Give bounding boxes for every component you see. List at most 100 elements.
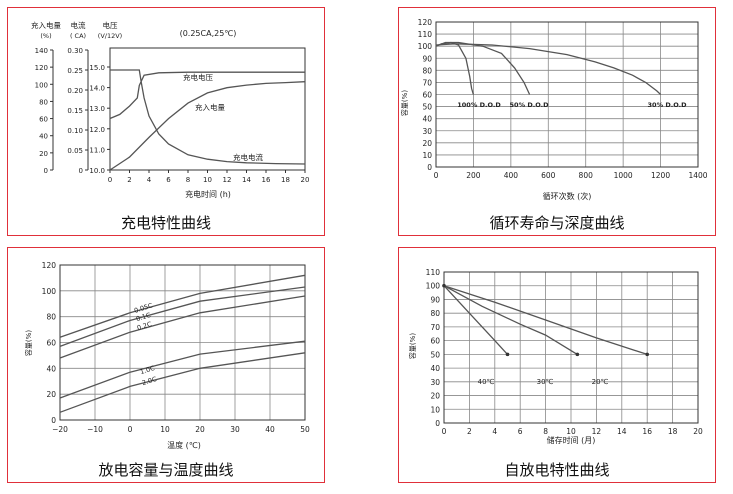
x-tick-label: 2 bbox=[467, 427, 472, 436]
series-endpoint-0 bbox=[505, 352, 510, 357]
current-tick-label: 0 bbox=[79, 167, 83, 175]
plot-frame bbox=[435, 21, 699, 168]
series-endpoint-1 bbox=[575, 352, 580, 357]
x-tick-label: 1200 bbox=[651, 171, 670, 180]
series-line-0 bbox=[443, 285, 508, 355]
self-discharge-chart: 0 2 4 6 8 10 12 14 16 18 20 0 10 20 30 40 50 60 70 80 90 100 1… bbox=[408, 268, 703, 445]
capacity-axis-title: 充入电量 bbox=[31, 20, 61, 30]
plot-frame bbox=[59, 264, 306, 421]
x-axis-title: 储存时间 (月) bbox=[547, 435, 596, 445]
y-tick-label: 30 bbox=[422, 127, 432, 136]
y-tick-label: 30 bbox=[430, 378, 440, 387]
current-tick-label: 0.10 bbox=[67, 127, 83, 135]
x-tick-label: −20 bbox=[52, 425, 68, 434]
capacity-tick-label: 140 bbox=[35, 47, 48, 55]
series-line-current bbox=[110, 69, 306, 165]
y-tick-label: 90 bbox=[422, 54, 432, 63]
y-tick-label: 100 bbox=[418, 42, 433, 51]
voltage-tick-label: 15.0 bbox=[89, 64, 105, 72]
voltage-axis-title: 电压 bbox=[103, 20, 118, 30]
capacity-tick-label: 100 bbox=[35, 81, 48, 89]
series-line-4 bbox=[59, 352, 306, 413]
x-tick-label: 6 bbox=[166, 176, 171, 184]
x-tick-label: 16 bbox=[262, 176, 271, 184]
capacity-tick-label: 80 bbox=[39, 98, 48, 106]
series-line-voltage bbox=[109, 71, 305, 120]
series-label-0: 40℃ bbox=[478, 378, 495, 386]
y-tick-label: 50 bbox=[430, 350, 440, 359]
charge-chart-panel: (0.25CA,25℃) 充入电量 (%) 电流( CA) 电压 (V/12V) 140 12… bbox=[7, 7, 325, 236]
x-axis-title: 充电时间 (h) bbox=[185, 189, 231, 199]
x-tick-label: 0 bbox=[442, 427, 447, 436]
series-label-current: 充电电流 bbox=[233, 152, 263, 162]
charge-chart-caption: 充电特性曲线 bbox=[120, 214, 211, 232]
cycle-life-chart-caption: 循环寿命与深度曲线 bbox=[489, 214, 625, 232]
x-tick-label: 10 bbox=[160, 425, 170, 434]
series-line-1 bbox=[435, 41, 531, 95]
self-discharge-chart-caption: 自放电特性曲线 bbox=[504, 461, 610, 479]
x-tick-label: 600 bbox=[541, 171, 556, 180]
current-axis-title: 电流 bbox=[71, 20, 86, 30]
y-axis-title: 容量(%) bbox=[400, 90, 409, 116]
series-line-0 bbox=[59, 274, 306, 338]
current-tick-label: 0.20 bbox=[67, 87, 83, 95]
x-tick-label: 800 bbox=[579, 171, 594, 180]
x-tick-label: 0 bbox=[434, 171, 439, 180]
y-tick-label: 120 bbox=[418, 18, 433, 27]
x-tick-label: 4 bbox=[147, 176, 152, 184]
x-tick-label: 18 bbox=[668, 427, 678, 436]
x-tick-label: 0 bbox=[128, 425, 133, 434]
x-tick-label: 20 bbox=[195, 425, 205, 434]
current-tick-label: 0.25 bbox=[67, 67, 83, 75]
x-tick-label: 0 bbox=[108, 176, 112, 184]
series-label-1: 50% D.O.D bbox=[510, 101, 550, 109]
y-tick-label: 90 bbox=[430, 295, 440, 304]
cycle-life-chart-panel: 0 200 400 600 800 1000 1200 1400 0 10 20 30 40 50 60 70… bbox=[398, 7, 716, 236]
capacity-tick-label: 60 bbox=[39, 116, 48, 124]
current-tick-label: 0.15 bbox=[67, 107, 83, 115]
y-tick-label: 40 bbox=[430, 364, 440, 373]
x-tick-label: 6 bbox=[518, 427, 523, 436]
voltage-tick-label: 13.0 bbox=[89, 105, 105, 113]
y-tick-label: 60 bbox=[430, 337, 440, 346]
y-tick-label: 40 bbox=[422, 115, 432, 124]
capacity-axis-unit: (%) bbox=[40, 32, 51, 40]
voltage-tick-label: 11.0 bbox=[89, 146, 105, 154]
series-label-voltage: 充电电压 bbox=[183, 72, 213, 82]
x-tick-label: 4 bbox=[492, 427, 497, 436]
series-line-2 bbox=[443, 285, 648, 356]
x-tick-label: 14 bbox=[617, 427, 627, 436]
x-tick-label: 10 bbox=[203, 176, 212, 184]
x-axis-title: 循环次数 (次) bbox=[543, 191, 592, 201]
current-tick-label: 0.30 bbox=[67, 47, 83, 55]
capacity-tick-label: 20 bbox=[39, 150, 48, 158]
series-endpoint-2 bbox=[645, 352, 649, 357]
x-tick-label: 12 bbox=[223, 176, 232, 184]
y-tick-label: 60 bbox=[46, 339, 56, 348]
series-label-1: 30℃ bbox=[537, 378, 554, 386]
x-tick-label: 14 bbox=[242, 176, 251, 184]
temperature-chart: −20 −10 0 10 20 30 40 50 0 20 40 60 80 100 120 容量(%) 温度 … bbox=[24, 261, 310, 450]
y-tick-label: 60 bbox=[422, 91, 432, 100]
y-tick-label: 0 bbox=[427, 163, 432, 172]
y-tick-label: 80 bbox=[422, 66, 432, 75]
plot-frame bbox=[443, 271, 699, 424]
x-tick-label: 20 bbox=[301, 176, 310, 184]
series-line-1 bbox=[443, 285, 578, 355]
y-tick-label: 40 bbox=[46, 364, 56, 373]
y-tick-label: 10 bbox=[430, 405, 440, 414]
y-tick-label: 100 bbox=[426, 282, 441, 291]
charge-chart: (0.25CA,25℃)充入电量(%)电流( CA)电压(V/12V)14012… bbox=[31, 20, 310, 199]
series-start-point bbox=[442, 283, 446, 288]
y-tick-label: 50 bbox=[422, 103, 432, 112]
capacity-tick-label: 120 bbox=[35, 64, 48, 72]
x-tick-label: 50 bbox=[300, 425, 310, 434]
y-axis-title: 容量(%) bbox=[408, 333, 417, 359]
capacity-tick-label: 0 bbox=[44, 167, 48, 175]
y-tick-label: 20 bbox=[46, 390, 56, 399]
voltage-tick-label: 10.0 bbox=[89, 167, 105, 175]
condition-label: (0.25CA,25℃) bbox=[180, 29, 237, 38]
y-tick-label: 10 bbox=[422, 151, 432, 160]
x-tick-label: 8 bbox=[543, 427, 548, 436]
voltage-tick-label: 12.0 bbox=[89, 126, 105, 134]
